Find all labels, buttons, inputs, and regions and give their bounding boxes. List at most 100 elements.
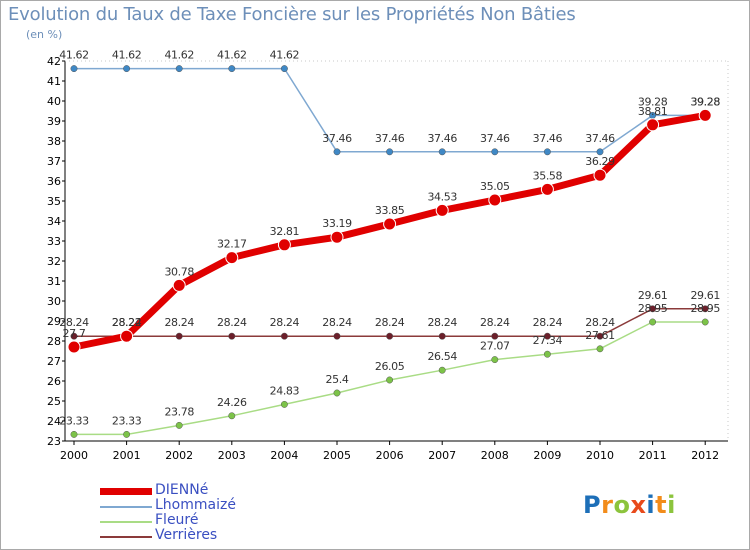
data-label: 26.54 xyxy=(427,350,457,363)
data-label: 27.07 xyxy=(480,340,510,353)
y-tick-label: 35 xyxy=(47,195,61,208)
y-tick-label: 27 xyxy=(47,355,61,368)
data-point xyxy=(386,148,394,156)
x-tick-label: 2008 xyxy=(481,449,509,462)
y-tick-label: 24 xyxy=(47,415,61,428)
data-point xyxy=(649,305,657,313)
data-label: 28.24 xyxy=(427,316,457,329)
data-point xyxy=(488,193,502,207)
y-tick-label: 36 xyxy=(47,175,61,188)
data-point xyxy=(175,332,183,340)
data-label: 41.62 xyxy=(112,49,142,62)
x-tick-label: 2007 xyxy=(428,449,456,462)
y-tick-label: 40 xyxy=(47,95,61,108)
y-tick-label: 29 xyxy=(47,315,61,328)
legend-swatch xyxy=(100,506,152,508)
logo-letter: i xyxy=(646,491,656,519)
x-tick-label: 2004 xyxy=(270,449,298,462)
y-tick-label: 42 xyxy=(47,55,61,68)
data-label: 39.28 xyxy=(690,95,720,108)
data-label: 28.24 xyxy=(322,316,352,329)
data-label: 37.46 xyxy=(322,132,352,145)
data-label: 34.53 xyxy=(427,190,457,203)
y-tick-label: 23 xyxy=(47,435,61,448)
legend-swatch xyxy=(100,536,152,538)
y-tick-label: 28 xyxy=(47,335,61,348)
data-label: 35.58 xyxy=(533,169,563,182)
data-point xyxy=(228,65,236,73)
data-point xyxy=(491,148,499,156)
data-label: 28.22 xyxy=(112,316,142,329)
data-label: 28.24 xyxy=(112,316,142,329)
x-tick-label: 2012 xyxy=(691,449,719,462)
data-point xyxy=(330,230,344,244)
data-point xyxy=(333,148,341,156)
data-label: 41.62 xyxy=(164,49,194,62)
data-label: 24.26 xyxy=(217,396,247,409)
data-point xyxy=(596,148,604,156)
data-label: 37.46 xyxy=(375,132,405,145)
data-label: 28.24 xyxy=(270,316,300,329)
data-label: 27.61 xyxy=(585,329,615,342)
data-point xyxy=(596,345,604,353)
logo-letter: o xyxy=(613,491,631,519)
data-point xyxy=(646,118,660,132)
x-tick-label: 2009 xyxy=(533,449,561,462)
x-tick-label: 2011 xyxy=(639,449,667,462)
data-point xyxy=(333,389,341,397)
data-label: 30.78 xyxy=(164,265,194,278)
data-label: 41.62 xyxy=(59,49,89,62)
data-label: 28.24 xyxy=(585,316,615,329)
data-label: 33.85 xyxy=(375,204,405,217)
logo-letter: t xyxy=(655,491,668,519)
data-label: 28.24 xyxy=(59,316,89,329)
data-point xyxy=(70,430,78,438)
legend-swatch xyxy=(100,488,152,495)
data-label: 37.46 xyxy=(427,132,457,145)
data-label: 41.62 xyxy=(217,49,247,62)
data-label: 25.4 xyxy=(326,373,349,386)
y-tick-label: 25 xyxy=(47,395,61,408)
data-label: 26.05 xyxy=(375,360,405,373)
chart-title: Evolution du Taux de Taxe Foncière sur l… xyxy=(8,4,576,25)
data-point xyxy=(435,203,449,217)
data-point xyxy=(172,278,186,292)
legend-label: Lhommaizé xyxy=(155,497,236,513)
logo-letter: P xyxy=(583,491,602,519)
data-point xyxy=(543,350,551,358)
data-point xyxy=(277,238,291,252)
legend-label: Fleuré xyxy=(155,512,199,528)
y-tick-label: 32 xyxy=(47,255,61,268)
data-label: 27.34 xyxy=(533,334,563,347)
data-label: 24.83 xyxy=(270,384,300,397)
data-point xyxy=(383,217,397,231)
data-label: 39.28 xyxy=(638,95,668,108)
data-label: 39.28 xyxy=(690,95,720,108)
y-tick-label: 37 xyxy=(47,155,61,168)
data-point xyxy=(491,332,499,340)
data-point xyxy=(228,412,236,420)
legend-label: Verrières xyxy=(155,527,218,543)
data-label: 37.46 xyxy=(480,132,510,145)
data-point xyxy=(543,332,551,340)
data-label: 41.62 xyxy=(270,49,300,62)
data-label: 28.24 xyxy=(375,316,405,329)
data-label: 29.61 xyxy=(690,289,720,302)
y-tick-label: 34 xyxy=(47,215,61,228)
data-point xyxy=(228,332,236,340)
y-tick-label: 33 xyxy=(47,235,61,248)
data-point xyxy=(120,329,134,343)
data-point xyxy=(175,421,183,429)
logo-letter: x xyxy=(630,491,647,519)
data-label: 28.24 xyxy=(217,316,247,329)
data-label: 38.81 xyxy=(638,105,668,118)
data-label: 28.95 xyxy=(638,302,668,315)
data-point xyxy=(333,332,341,340)
data-label: 23.33 xyxy=(59,414,89,427)
data-label: 36.29 xyxy=(585,155,615,168)
data-label: 28.24 xyxy=(164,316,194,329)
data-point xyxy=(438,366,446,374)
data-point xyxy=(540,182,554,196)
x-tick-label: 2002 xyxy=(165,449,193,462)
